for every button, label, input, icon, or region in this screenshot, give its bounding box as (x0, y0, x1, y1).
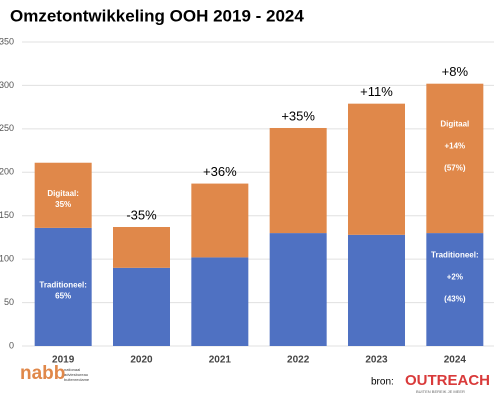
segment-label: 35% (55, 200, 71, 209)
logo-left-sub: buitenreclame (64, 377, 90, 382)
bar-segment (426, 83, 484, 234)
logo-left: nabb (20, 363, 65, 384)
growth-label: +8% (442, 64, 469, 79)
y-tick-label: 300 (0, 80, 14, 90)
logo-right: OUTREACH (405, 372, 490, 389)
y-tick-label: 200 (0, 167, 14, 177)
segment-label: Digitaal: (47, 189, 79, 198)
x-tick-label: 2024 (444, 355, 467, 366)
y-tick-label: 0 (9, 340, 14, 350)
y-tick-label: 150 (0, 210, 14, 220)
bar-segment (426, 233, 484, 346)
segment-label: 65% (55, 292, 71, 301)
growth-label: +36% (203, 164, 237, 179)
x-tick-label: 2019 (52, 355, 75, 366)
bar-segment (348, 234, 405, 346)
bar-segment (113, 267, 170, 346)
bar-segment (269, 233, 327, 346)
logo-right-sub: BUITEN BEREIK JE MEER (416, 389, 465, 394)
source-label: bron: (371, 377, 394, 388)
y-tick-label: 100 (0, 254, 14, 264)
bar-segment (269, 127, 327, 234)
bar-segment (191, 183, 249, 258)
chart-title: Omzetontwikkeling OOH 2019 - 2024 (10, 6, 304, 25)
segment-label: (43%) (444, 295, 466, 304)
bar-segment (34, 162, 92, 228)
logo-left-sub: nationaal (64, 367, 80, 372)
logo-left-sub: adviesbureau (64, 372, 88, 377)
bar-segment (34, 227, 92, 346)
x-tick-label: 2021 (209, 355, 232, 366)
segment-label: Traditioneel: (431, 251, 479, 260)
growth-label: +35% (281, 108, 315, 123)
bar-segment (113, 227, 170, 268)
growth-label: -35% (126, 207, 157, 222)
segment-label: +14% (444, 141, 465, 150)
x-tick-label: 2023 (365, 355, 388, 366)
growth-label: +11% (360, 84, 393, 99)
y-tick-label: 250 (0, 123, 14, 133)
segment-label: (57%) (444, 163, 466, 172)
segment-label: Traditioneel: (39, 281, 87, 290)
x-tick-label: 2022 (287, 355, 310, 366)
y-tick-label: 50 (4, 297, 14, 307)
segment-label: Digitaal (440, 119, 469, 128)
y-tick-label: 350 (0, 36, 14, 46)
segment-label: +2% (447, 273, 463, 282)
bar-segment (191, 257, 249, 346)
bar-segment (348, 103, 405, 235)
x-tick-label: 2020 (130, 355, 153, 366)
